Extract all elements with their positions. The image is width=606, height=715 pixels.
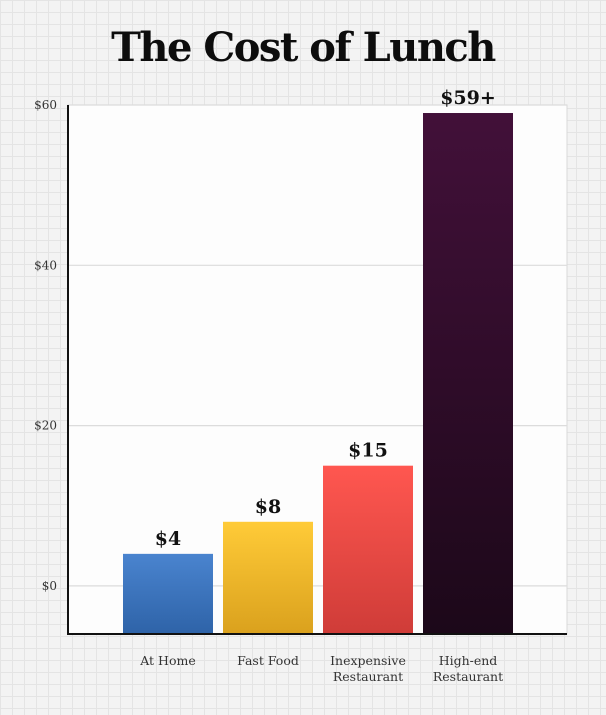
y-tick-label: $20 xyxy=(34,419,57,433)
chart-title: The Cost of Lunch xyxy=(111,24,496,71)
data-label: $15 xyxy=(348,440,388,462)
x-tick-label: Restaurant xyxy=(433,669,503,684)
data-labels: $4 $8 $15 $59+ xyxy=(155,87,496,550)
y-tick-label: $60 xyxy=(34,98,57,112)
data-label: $4 xyxy=(155,528,181,550)
x-tick-label: High-end xyxy=(439,653,498,668)
y-tick-label: $0 xyxy=(42,579,57,593)
bars xyxy=(123,113,513,635)
y-tick-label: $40 xyxy=(34,258,57,272)
x-tick-label: Inexpensive xyxy=(330,653,406,668)
y-axis-ticks: $0 $20 $40 $60 xyxy=(34,98,57,593)
x-tick-label: Fast Food xyxy=(237,653,299,668)
bar xyxy=(423,113,513,635)
axes xyxy=(67,105,567,635)
bar xyxy=(323,465,413,634)
data-label: $8 xyxy=(255,496,281,518)
x-tick-label: At Home xyxy=(139,653,195,668)
x-tick-label: Restaurant xyxy=(333,669,403,684)
bar xyxy=(223,521,313,634)
bar xyxy=(123,553,213,634)
x-axis-ticks: At Home Fast Food InexpensiveRestaurantHig… xyxy=(139,653,503,684)
data-label: $59+ xyxy=(440,87,496,109)
